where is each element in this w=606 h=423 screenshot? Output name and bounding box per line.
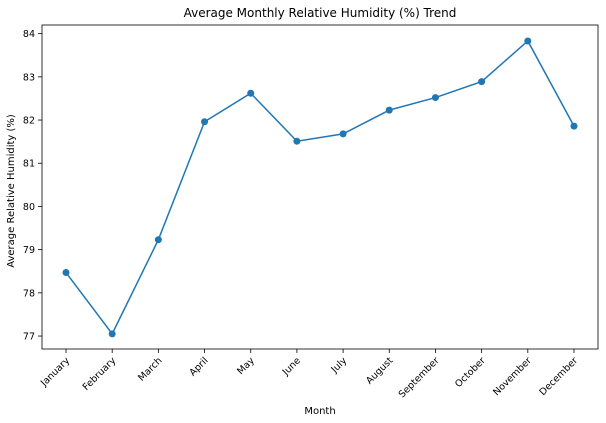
y-tick-label: 80: [23, 202, 35, 213]
data-series: [62, 37, 578, 338]
y-tick-label: 79: [23, 245, 35, 256]
y-tick-label: 77: [23, 332, 35, 343]
series-line: [65, 39, 575, 336]
y-tick-label: 84: [23, 29, 35, 40]
data-point: [293, 137, 301, 145]
data-point: [339, 130, 347, 138]
data-point: [431, 94, 439, 102]
data-point: [524, 37, 532, 45]
y-tick-label: 78: [23, 288, 35, 299]
y-tick-label: 82: [23, 116, 35, 127]
data-point: [62, 269, 70, 277]
data-point: [478, 78, 486, 86]
data-point: [201, 118, 209, 126]
chart-title: Average Monthly Relative Humidity (%) Tr…: [184, 6, 457, 20]
plot-area-frame: [41, 24, 599, 350]
data-point: [385, 106, 393, 114]
y-axis: 77 78 79 80 81 82 83 84: [23, 29, 42, 343]
y-tick-label: 81: [23, 159, 35, 170]
y-tick-label: 83: [23, 72, 35, 83]
data-point: [570, 122, 578, 130]
y-axis-label: Average Relative Humidity (%): [6, 114, 17, 268]
data-point: [108, 330, 116, 338]
x-axis-label: Month: [304, 406, 335, 417]
data-point: [154, 236, 162, 244]
data-point: [247, 89, 255, 97]
